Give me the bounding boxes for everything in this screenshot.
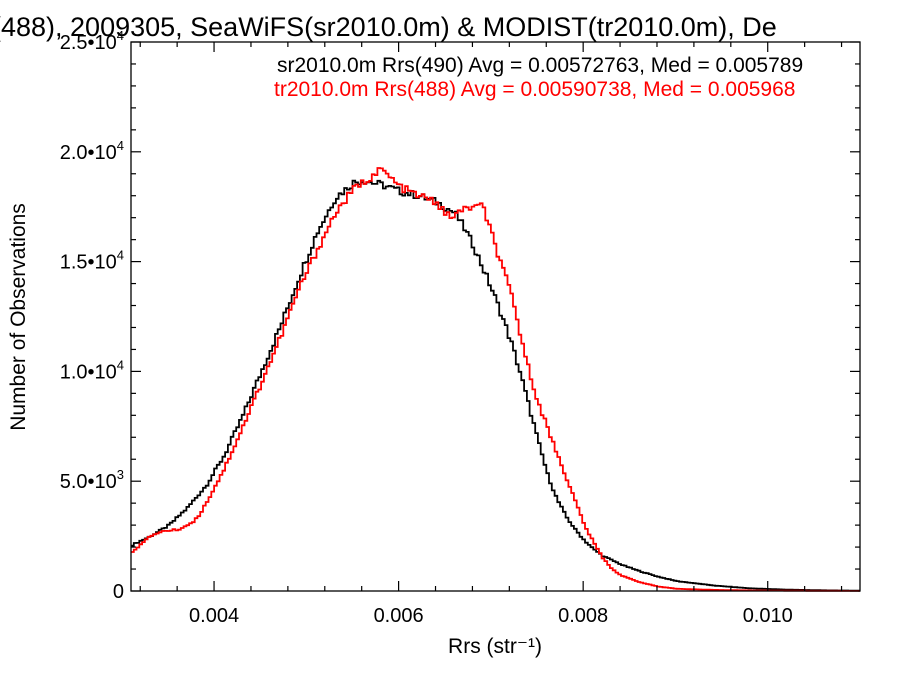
plot-frame bbox=[130, 41, 861, 592]
x-axis-label: Rrs (str⁻¹) bbox=[448, 635, 542, 658]
y-axis: 0 5.0•103 1.0•104 1.5•104 2.0•104 2.5•104 bbox=[60, 28, 860, 603]
series-line-red bbox=[131, 167, 860, 592]
x-tick-label: 0.008 bbox=[558, 605, 608, 627]
legend-entry-red: tr2010.0m Rrs(488) Avg = 0.00590738, Med… bbox=[274, 78, 795, 101]
y-tick-label: 0 bbox=[113, 581, 124, 603]
x-tick-label: 0.010 bbox=[743, 605, 793, 627]
y-axis-label: Number of Observations bbox=[7, 203, 30, 431]
y-tick-label: 1.0•104 bbox=[60, 357, 124, 383]
y-tick-label: 2.5•104 bbox=[60, 28, 124, 54]
x-tick-label: 0.004 bbox=[189, 605, 239, 627]
y-tick-label: 1.5•104 bbox=[60, 248, 124, 274]
legend-entry-black: sr2010.0m Rrs(490) Avg = 0.00572763, Med… bbox=[277, 54, 803, 77]
series-line-black bbox=[131, 179, 860, 592]
series-layer bbox=[131, 167, 860, 592]
y-tick-label: 5.0•103 bbox=[60, 467, 124, 493]
chart-title: (488), 2009305, SeaWiFS(sr2010.0m) & MOD… bbox=[0, 12, 777, 42]
x-axis: 0.004 0.006 0.008 0.010 bbox=[139, 42, 843, 627]
y-tick-label: 2.0•104 bbox=[60, 138, 124, 164]
x-tick-label: 0.006 bbox=[374, 605, 424, 627]
